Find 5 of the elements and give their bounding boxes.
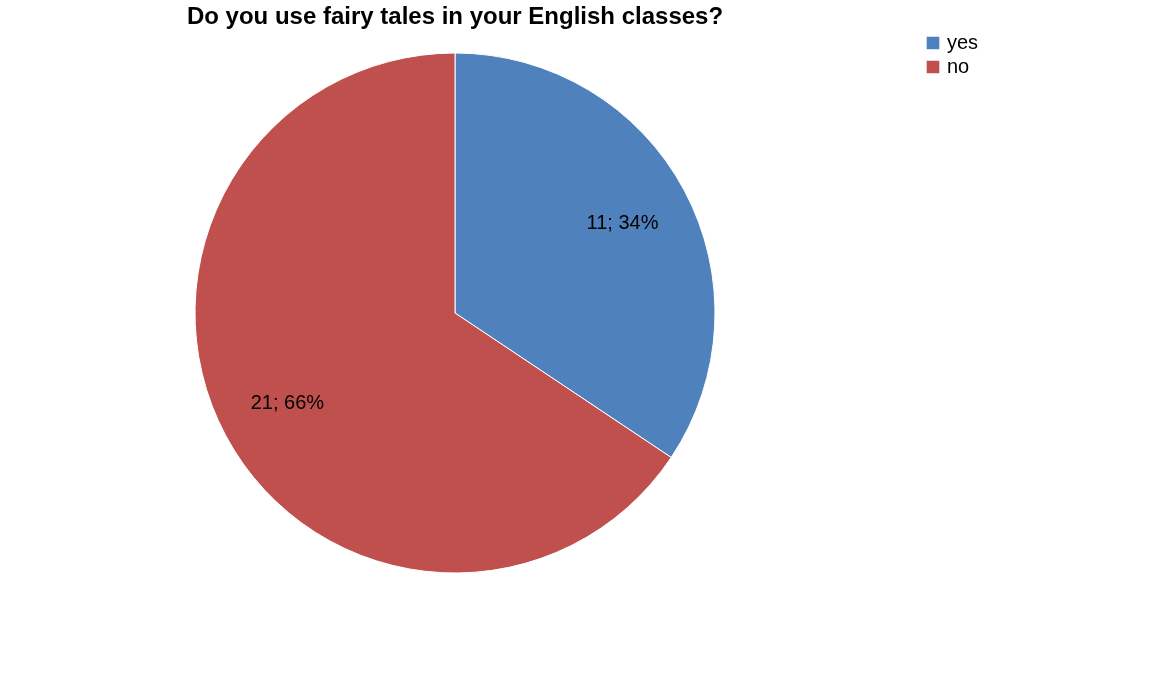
data-label: 11; 34% [586,211,659,234]
chart-title: Do you use fairy tales in your English classes? [186,2,724,29]
legend-label: yes [947,31,979,53]
data-label: 21; 66% [250,390,325,413]
legend-label: no [947,55,970,77]
